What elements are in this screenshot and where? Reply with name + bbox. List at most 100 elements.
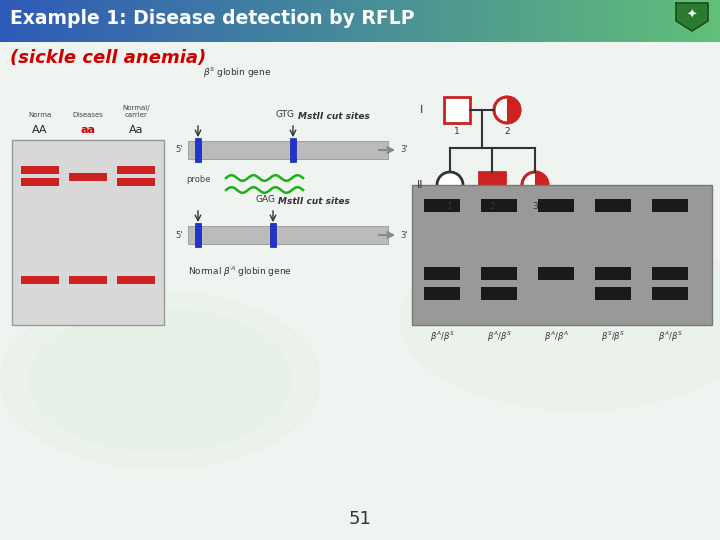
Bar	[486, 0, 487, 42]
Bar	[97, 0, 98, 42]
Bar	[478, 0, 479, 42]
Bar	[146, 0, 147, 42]
Bar	[525, 0, 526, 42]
Bar	[39, 0, 40, 42]
Bar	[30, 0, 31, 42]
Text: $\beta^S/\beta^S$: $\beta^S/\beta^S$	[600, 330, 625, 345]
Bar	[680, 0, 681, 42]
Bar	[428, 0, 429, 42]
Bar	[183, 0, 184, 42]
Bar	[416, 0, 417, 42]
Bar	[622, 0, 623, 42]
Bar	[3, 0, 4, 42]
Bar	[370, 0, 371, 42]
Bar	[47, 0, 48, 42]
Bar	[217, 0, 218, 42]
Bar	[549, 0, 550, 42]
Bar	[635, 0, 636, 42]
Bar	[149, 0, 150, 42]
Bar	[277, 0, 278, 42]
Bar	[337, 0, 338, 42]
Bar	[67, 0, 68, 42]
Bar	[21, 276, 59, 284]
Text: Norma: Norma	[28, 112, 52, 118]
Bar	[477, 0, 478, 42]
Bar	[130, 0, 131, 42]
Bar	[433, 0, 434, 42]
Bar	[411, 0, 412, 42]
Bar	[338, 0, 339, 42]
Bar	[603, 0, 604, 42]
Bar	[52, 0, 53, 42]
Bar	[135, 0, 136, 42]
Text: 3': 3'	[400, 231, 408, 240]
Bar	[475, 0, 476, 42]
Bar	[255, 0, 256, 42]
Bar	[634, 0, 635, 42]
Bar	[480, 0, 481, 42]
Bar	[404, 0, 405, 42]
Bar	[211, 0, 212, 42]
Bar	[369, 0, 370, 42]
Bar	[648, 0, 649, 42]
Bar	[582, 0, 583, 42]
Bar	[24, 0, 25, 42]
Bar	[96, 0, 97, 42]
Bar	[669, 0, 670, 42]
Bar	[685, 0, 686, 42]
Bar	[37, 0, 38, 42]
Bar	[533, 0, 534, 42]
Bar	[458, 0, 459, 42]
Bar	[355, 0, 356, 42]
Bar	[481, 267, 517, 280]
Bar	[5, 0, 6, 42]
Bar	[652, 267, 688, 280]
Bar	[2, 0, 3, 42]
Bar	[51, 0, 52, 42]
Bar	[548, 0, 549, 42]
Bar	[345, 0, 346, 42]
Text: Example 1: Disease detection by RFLP: Example 1: Disease detection by RFLP	[10, 10, 415, 29]
Bar	[36, 0, 37, 42]
Bar	[48, 0, 49, 42]
Bar	[412, 0, 413, 42]
Bar	[509, 0, 510, 42]
Bar	[224, 0, 225, 42]
Bar	[652, 199, 688, 212]
Bar	[449, 0, 450, 42]
Bar	[276, 0, 277, 42]
Bar	[719, 0, 720, 42]
Circle shape	[522, 172, 548, 198]
Bar	[289, 0, 290, 42]
Bar	[584, 0, 585, 42]
Bar	[591, 0, 592, 42]
Bar	[609, 0, 610, 42]
Wedge shape	[507, 97, 520, 123]
Bar	[285, 0, 286, 42]
Bar	[138, 0, 139, 42]
Bar	[43, 0, 44, 42]
Bar	[380, 0, 381, 42]
Bar	[272, 0, 273, 42]
Bar	[223, 0, 224, 42]
Bar	[552, 0, 553, 42]
Bar	[555, 0, 556, 42]
Bar	[580, 0, 581, 42]
Bar	[645, 0, 646, 42]
Bar	[531, 0, 532, 42]
Bar	[522, 0, 523, 42]
Bar	[104, 0, 105, 42]
Bar	[26, 0, 27, 42]
Text: 3': 3'	[400, 145, 408, 154]
Bar	[21, 178, 59, 186]
Bar	[518, 0, 519, 42]
Bar	[637, 0, 638, 42]
Bar	[291, 0, 292, 42]
Bar	[157, 0, 158, 42]
Bar	[321, 0, 322, 42]
Bar	[633, 0, 634, 42]
Bar	[468, 0, 469, 42]
Bar	[316, 0, 317, 42]
Bar	[252, 0, 253, 42]
Bar	[176, 0, 177, 42]
